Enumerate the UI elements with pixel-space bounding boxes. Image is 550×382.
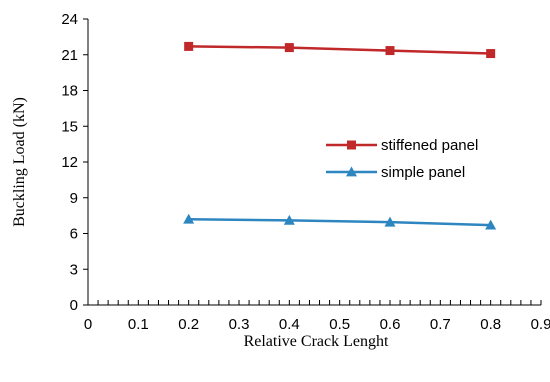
- data-point: [384, 216, 396, 227]
- x-tick-label: 0.4: [279, 316, 300, 333]
- legend-label: simple panel: [381, 164, 465, 181]
- x-tick-label: 0.7: [430, 316, 451, 333]
- y-tick-label: 9: [70, 190, 78, 207]
- legend-marker: [346, 166, 357, 177]
- x-tick-label: 0.5: [329, 316, 350, 333]
- x-tick-label: 0.1: [128, 316, 149, 333]
- y-tick-label: 12: [61, 154, 78, 171]
- data-point: [385, 46, 395, 56]
- x-tick-label: 0.3: [229, 316, 250, 333]
- series-stiffened-panel: [184, 41, 496, 59]
- series-layer: [183, 41, 497, 230]
- y-tick-label: 18: [61, 83, 78, 100]
- legend-item: simple panel: [326, 164, 465, 181]
- x-tick-label: 0.6: [380, 316, 401, 333]
- data-point: [183, 213, 195, 224]
- x-axis: 0 0.1 0.2 0.3 0.4 0.5 0.6 0.7 0.8 0.9: [84, 300, 550, 333]
- data-point: [184, 41, 194, 51]
- y-tick-label: 3: [70, 261, 78, 278]
- legend-label: stiffened panel: [381, 137, 478, 154]
- x-tick-label: 0.2: [178, 316, 199, 333]
- x-tick-label: 0.9: [531, 316, 550, 333]
- data-point: [283, 214, 295, 225]
- x-axis-label: Relative Crack Lenght: [244, 333, 389, 350]
- series-line: [188, 217, 491, 227]
- data-point: [486, 49, 496, 59]
- y-tick-label: 21: [61, 47, 78, 64]
- y-tick-label: 0: [70, 297, 78, 314]
- series-line: [188, 45, 491, 55]
- legend-marker: [347, 140, 356, 150]
- y-axis: 0 3 6 9 12 15 18 21 24: [61, 11, 89, 314]
- data-point: [485, 219, 497, 230]
- y-tick-label: 15: [61, 118, 78, 135]
- legend: stiffened panel simple panel: [326, 137, 478, 181]
- series-simple-panel: [183, 213, 497, 230]
- legend-item: stiffened panel: [326, 137, 478, 154]
- x-tick-label: 0.8: [480, 316, 501, 333]
- y-tick-label: 6: [70, 226, 78, 243]
- y-tick-label: 24: [61, 11, 78, 28]
- data-point: [284, 43, 294, 53]
- x-tick-label: 0: [84, 316, 92, 333]
- y-axis-label: Buckling Load (kN): [11, 97, 28, 227]
